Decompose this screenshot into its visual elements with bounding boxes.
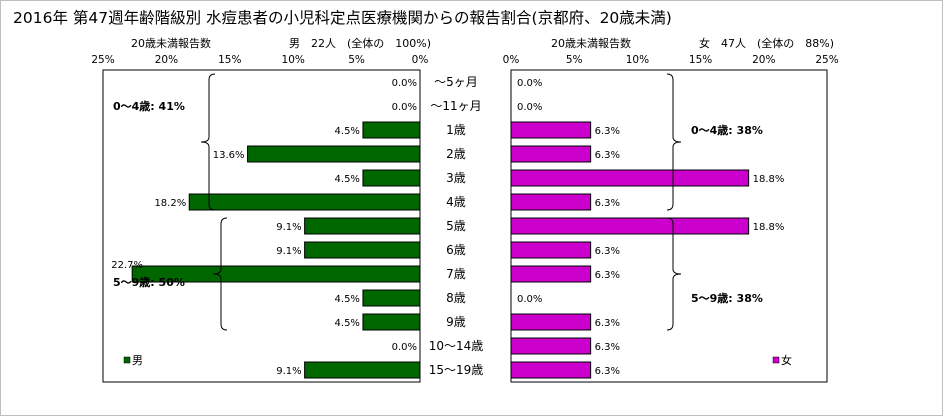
right-value-label: 6.3% <box>595 246 620 257</box>
right-value-label: 0.0% <box>517 78 542 89</box>
left-legend-swatch <box>123 356 131 364</box>
right-bar <box>510 265 592 283</box>
category-label: 15～19歳 <box>429 363 484 377</box>
left-value-label: 4.5% <box>335 174 360 185</box>
left-group-brace <box>200 73 216 211</box>
right-bar <box>510 193 592 211</box>
right-value-label: 6.3% <box>595 198 620 209</box>
left-value-label: 13.6% <box>213 150 245 161</box>
left-tick-label: 25% <box>91 54 114 66</box>
left-panel-header: 男 22人 (全体の 100%) <box>289 36 431 50</box>
left-value-label: 4.5% <box>335 294 360 305</box>
left-value-label: 9.1% <box>276 366 301 377</box>
left-group-label: 5～9歳: 50% <box>113 275 185 289</box>
category-label: 4歳 <box>446 195 466 209</box>
right-bar <box>510 361 592 379</box>
chart-title: 2016年 第47週年齢階級別 水痘患者の小児科定点医療機関からの報告割合(京都… <box>13 9 672 27</box>
right-group-label: 0～4歳: 38% <box>691 123 763 137</box>
right-value-label: 18.8% <box>753 174 785 185</box>
category-label: 10～14歳 <box>429 339 484 353</box>
left-value-label: 18.2% <box>154 198 186 209</box>
left-bar <box>188 193 421 211</box>
right-tick-label: 10% <box>626 54 649 66</box>
right-legend-swatch <box>772 356 780 364</box>
left-bar <box>131 265 421 283</box>
right-tick-label: 20% <box>752 54 775 66</box>
left-tick-label: 20% <box>155 54 178 66</box>
right-bar <box>510 217 750 235</box>
category-label: 5歳 <box>446 219 466 233</box>
right-panel-header: 女 47人 (全体の 88%) <box>699 36 834 50</box>
right-bar <box>510 337 592 355</box>
left-tick-label: 5% <box>348 54 365 66</box>
right-value-label: 6.3% <box>595 318 620 329</box>
category-label: ～5ヶ月 <box>434 75 478 89</box>
left-value-label: 0.0% <box>392 342 417 353</box>
left-bar <box>362 289 421 307</box>
left-bar <box>362 313 421 331</box>
right-value-label: 6.3% <box>595 126 620 137</box>
left-bar <box>304 217 421 235</box>
right-tick-label: 25% <box>815 54 838 66</box>
left-bar <box>304 361 421 379</box>
category-label: 8歳 <box>446 291 466 305</box>
left-bar <box>304 241 421 259</box>
right-axis-label: 20歳未満報告数 <box>551 37 631 50</box>
left-value-label: 9.1% <box>276 246 301 257</box>
right-bar <box>510 121 592 139</box>
right-bar <box>510 169 750 187</box>
category-label: 7歳 <box>446 267 466 281</box>
left-value-label: 0.0% <box>392 102 417 113</box>
right-value-label: 6.3% <box>595 342 620 353</box>
left-group-label: 0～4歳: 41% <box>113 99 185 113</box>
left-bar <box>247 145 421 163</box>
category-label: 2歳 <box>446 147 466 161</box>
right-tick-label: 0% <box>503 54 520 66</box>
left-group-brace <box>212 217 228 331</box>
right-group-label: 5～9歳: 38% <box>691 291 763 305</box>
category-label: 9歳 <box>446 315 466 329</box>
right-bar <box>510 145 592 163</box>
right-bar <box>510 313 592 331</box>
right-value-label: 18.8% <box>753 222 785 233</box>
right-tick-label: 15% <box>689 54 712 66</box>
left-bar <box>362 121 421 139</box>
left-value-label: 4.5% <box>335 126 360 137</box>
left-axis-label: 20歳未満報告数 <box>131 37 211 50</box>
right-group-brace <box>666 217 682 331</box>
right-value-label: 6.3% <box>595 150 620 161</box>
left-tick-label: 10% <box>282 54 305 66</box>
right-tick-label: 5% <box>566 54 583 66</box>
category-label: 1歳 <box>446 123 466 137</box>
left-value-label: 22.7% <box>111 260 143 271</box>
right-value-label: 0.0% <box>517 294 542 305</box>
left-tick-label: 15% <box>218 54 241 66</box>
right-legend-label: 女 <box>781 353 792 367</box>
right-group-brace <box>666 73 682 211</box>
left-tick-label: 0% <box>412 54 429 66</box>
category-label: ～11ヶ月 <box>430 99 481 113</box>
left-bar <box>362 169 421 187</box>
left-value-label: 9.1% <box>276 222 301 233</box>
right-bar <box>510 241 592 259</box>
right-value-label: 0.0% <box>517 102 542 113</box>
left-value-label: 0.0% <box>392 78 417 89</box>
category-label: 3歳 <box>446 171 466 185</box>
left-value-label: 4.5% <box>335 318 360 329</box>
right-value-label: 6.3% <box>595 270 620 281</box>
category-label: 6歳 <box>446 243 466 257</box>
right-value-label: 6.3% <box>595 366 620 377</box>
left-legend-label: 男 <box>132 354 143 367</box>
